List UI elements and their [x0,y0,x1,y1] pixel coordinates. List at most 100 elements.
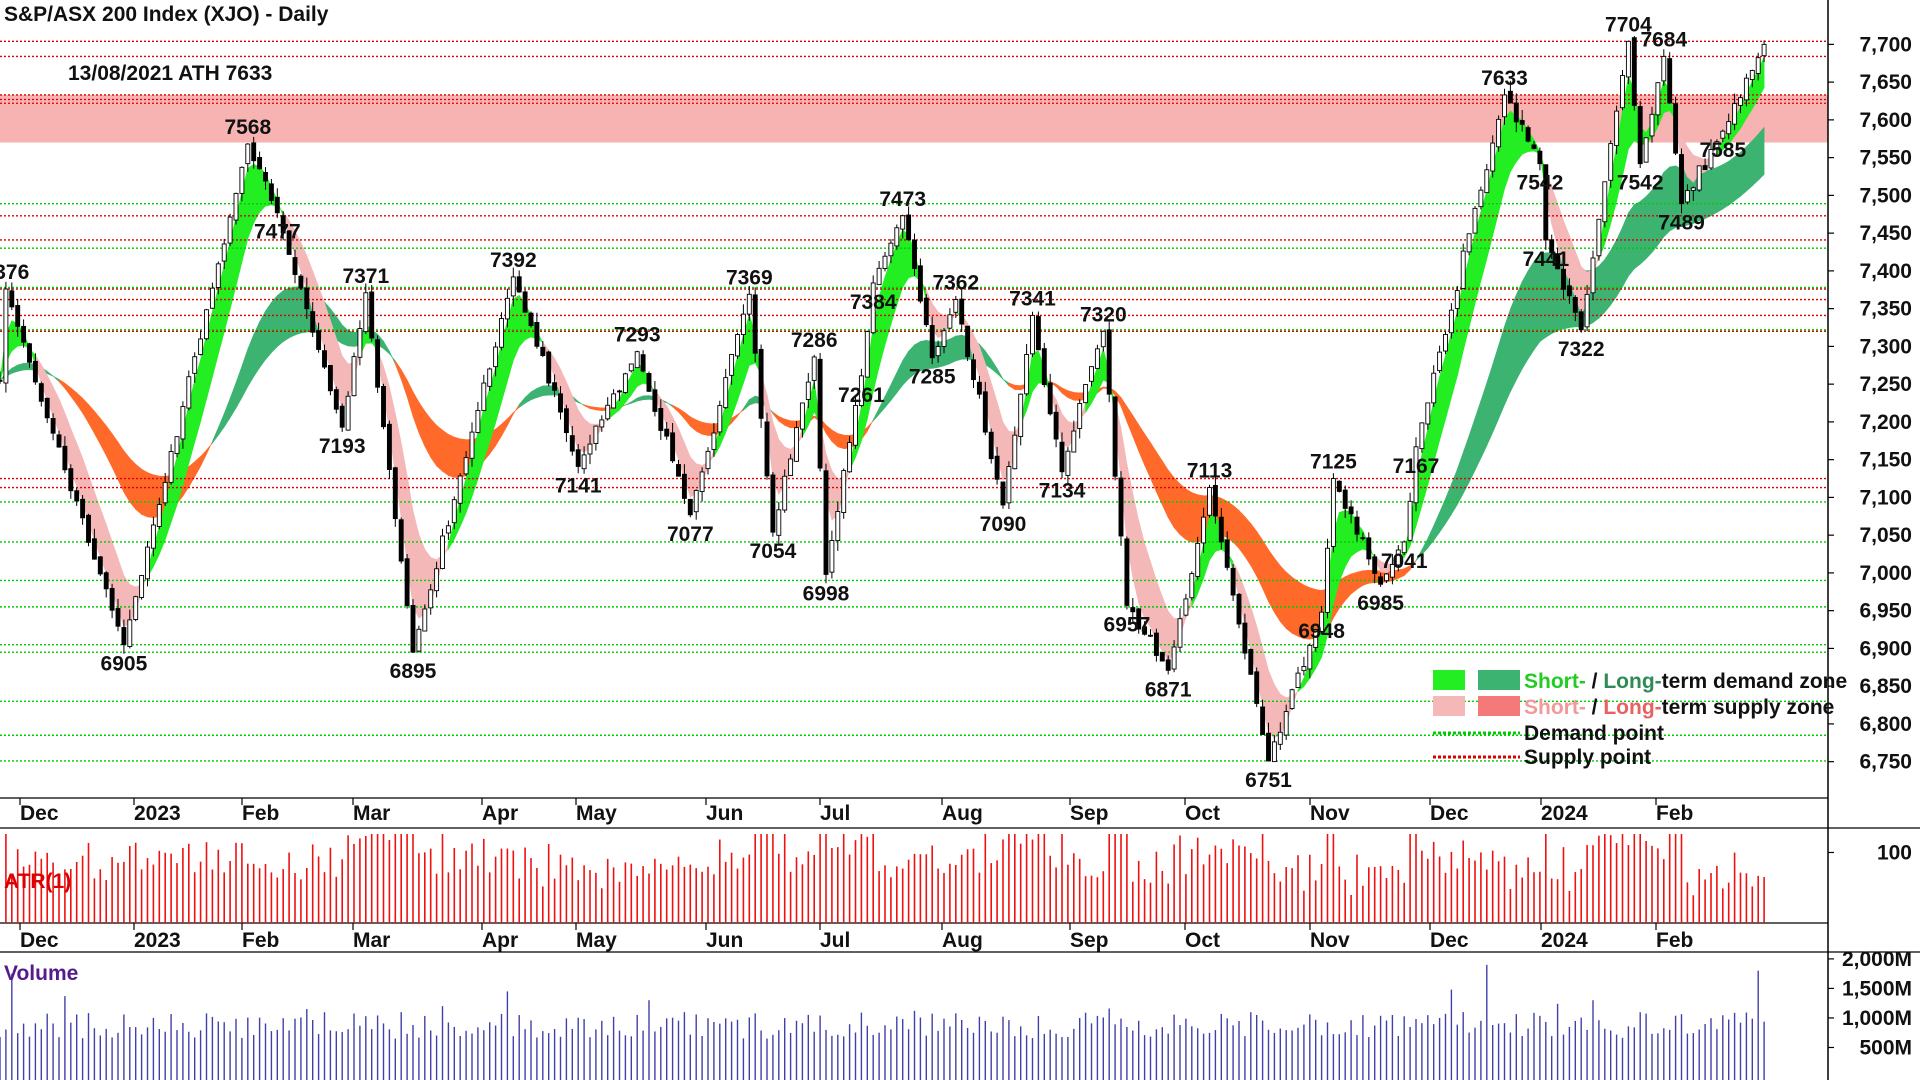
candle-body [900,215,906,230]
candle-body [1478,189,1484,208]
candle-body [1266,732,1271,762]
pivot-label: 7113 [1187,460,1233,483]
pivot-label: 7684 [1640,28,1687,51]
candle-body [1254,671,1260,704]
long-term-zone [1280,564,1287,630]
candle-body [345,395,351,431]
candle-body [687,498,693,516]
pivot-label: 7542 [1617,172,1664,195]
candle-body [558,393,563,413]
pivot-label: 7633 [1481,67,1528,90]
long-term-zone [1244,515,1252,567]
pivot-label: 6948 [1298,620,1345,643]
pivot-label: 6871 [1145,678,1192,701]
pivot-label: 6751 [1245,769,1292,792]
candle-body [1625,40,1631,78]
candle-body [233,192,239,221]
candle-body [1065,450,1071,476]
legend-demand-rest: term demand zone [1662,670,1848,693]
candle-body [1661,55,1667,82]
candle-body [316,330,322,350]
y-tick-label: 6,800 [1859,713,1912,736]
candle-body [192,356,198,374]
candle-body [133,596,139,620]
candle-body [1743,77,1749,101]
candle-body [569,435,575,452]
candle-body [1679,154,1684,205]
y-tick-label: 7,550 [1859,147,1912,170]
candle-body [693,489,699,513]
candle-body [823,470,829,575]
candle-body [1525,127,1531,142]
candle-body [599,419,605,428]
long-term-zone [135,463,142,516]
candle-body [1631,37,1637,106]
pivot-label: 7362 [932,272,979,295]
pivot-labels-layer: 7376 6905 7568 7477 7193 7371 6895 7392 7141 7293… [0,13,1746,792]
candle-body [103,572,109,590]
y-tick-label: 6,850 [1859,675,1912,698]
pivot-label: 6905 [101,653,148,676]
legend-supply-short: Short- [1524,696,1586,719]
candle-body [1071,430,1077,453]
candle-body [1584,293,1590,328]
candle-body [705,450,711,470]
x-tick-label: Apr [482,802,518,825]
candle-body [894,227,900,247]
candle-body [534,322,540,347]
candle-body [546,351,552,384]
candle-body [676,464,681,477]
candle-body [204,309,209,340]
candle-body [416,628,422,652]
pivot-label: 7090 [980,513,1027,536]
x-tick-label: 2024 [1541,802,1588,825]
long-term-zone [1527,260,1535,360]
candle-body [552,382,558,391]
long-term-zone [430,418,437,467]
x-tick-label: Jun [706,929,743,952]
candle-body [1195,542,1201,577]
candle-body [876,267,882,286]
x-tick-label: Apr [482,929,518,952]
candle-body [917,265,923,302]
candle-body [1283,711,1289,736]
y-tick-label: 7,450 [1859,222,1912,245]
x-tick-label: Aug [942,929,983,952]
candle-body [3,288,9,384]
candle-body [853,404,858,446]
y-tick-label: 7,150 [1859,449,1912,472]
candle-body [1614,110,1620,147]
candle-body [180,406,186,440]
y-tick-label: 7,600 [1859,109,1912,132]
candle-body [286,230,292,255]
candle-body [1112,396,1118,477]
candle-body [1549,239,1555,253]
candle-body [493,346,499,368]
candle-body [457,475,463,504]
y-tick-label: 6,950 [1859,600,1912,623]
candle-body [1330,478,1336,547]
candle-body [322,350,327,368]
candle-body [392,467,398,520]
y-tick-label: 7,100 [1859,486,1912,509]
candle-body [1761,43,1767,57]
atr-title: ATR(1) [4,870,71,893]
candle-body [764,421,770,477]
candle-body [1684,190,1690,203]
candle-body [1236,593,1242,625]
x-tick-label: Oct [1185,929,1220,952]
x-tick-label: Dec [20,802,59,825]
x-tick-label: 2023 [134,802,181,825]
candle-body [811,356,817,381]
candle-body [1342,489,1348,509]
volume-tick-label: 1,000M [1842,1007,1912,1030]
candle-body [699,471,705,492]
candle-body [1519,120,1525,125]
candle-body [1307,644,1313,670]
candle-body [717,405,723,433]
candle-body [1413,446,1419,504]
pivot-label: 7054 [750,540,797,563]
pivot-label: 7286 [791,329,838,352]
candle-body [1124,538,1130,606]
